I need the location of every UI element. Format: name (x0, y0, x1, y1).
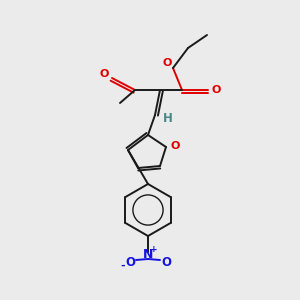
Text: O: O (211, 85, 221, 95)
Text: O: O (170, 141, 180, 151)
Text: O: O (161, 256, 171, 268)
Text: O: O (162, 58, 172, 68)
Text: N: N (143, 248, 153, 262)
Text: O: O (99, 69, 109, 79)
Text: -: - (121, 261, 125, 271)
Text: O: O (125, 256, 135, 268)
Text: +: + (150, 245, 158, 254)
Text: H: H (163, 112, 173, 124)
